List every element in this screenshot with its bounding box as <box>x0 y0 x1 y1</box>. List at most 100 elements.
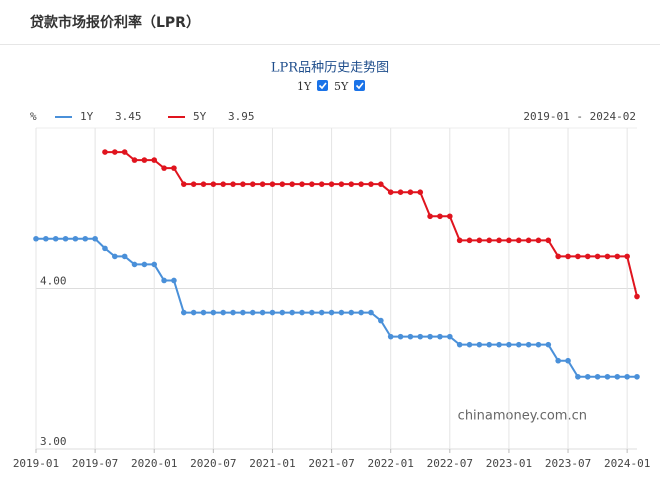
data-point <box>328 309 335 316</box>
data-point <box>584 253 591 260</box>
data-point <box>249 309 256 316</box>
data-point <box>33 235 39 242</box>
data-point <box>575 253 581 260</box>
data-point <box>466 341 473 348</box>
data-point <box>151 157 158 163</box>
data-point <box>72 235 79 242</box>
chart-title: LPR品种历史走势图 <box>271 60 389 76</box>
data-point <box>338 309 345 316</box>
data-point <box>190 181 197 187</box>
data-point <box>279 309 286 316</box>
data-point <box>180 181 187 187</box>
data-point <box>240 309 246 316</box>
data-point <box>289 181 295 187</box>
data-point <box>82 235 89 242</box>
data-point <box>358 309 364 316</box>
data-point <box>535 237 542 244</box>
data-point <box>368 309 374 316</box>
data-point <box>368 181 374 187</box>
watermark: chinamoney.com.cn <box>458 409 587 424</box>
data-point <box>131 157 138 163</box>
checkbox-label[interactable]: 1Y <box>297 80 312 93</box>
x-tick-label: 2024-01 <box>604 457 650 470</box>
data-point <box>427 333 433 340</box>
data-point <box>437 333 443 340</box>
legend-label: 1Y <box>80 110 94 123</box>
legend-value: 3.45 <box>115 110 142 123</box>
data-point <box>456 237 463 244</box>
checkbox-tick <box>355 82 364 90</box>
data-point <box>200 181 207 187</box>
data-point <box>447 213 453 220</box>
data-point <box>427 213 433 220</box>
x-tick-label: 2023-07 <box>545 457 591 470</box>
data-point <box>112 253 118 260</box>
data-point <box>545 341 552 348</box>
data-point <box>180 309 187 316</box>
x-tick-label: 2020-01 <box>131 457 177 470</box>
data-point <box>515 341 522 348</box>
data-point <box>121 149 128 155</box>
data-point <box>200 309 207 316</box>
data-point <box>535 341 542 348</box>
data-point <box>121 253 128 260</box>
data-point <box>289 309 295 316</box>
data-point <box>565 253 571 260</box>
data-point <box>456 341 463 348</box>
x-tick-label: 2021-01 <box>249 457 295 470</box>
checkbox[interactable] <box>354 80 365 91</box>
x-tick-label: 2022-07 <box>427 457 473 470</box>
data-point <box>161 277 167 284</box>
data-point <box>102 149 108 155</box>
data-point <box>604 253 611 260</box>
data-point <box>387 333 394 340</box>
data-point <box>269 181 276 187</box>
data-point <box>506 237 512 244</box>
data-point <box>62 235 69 242</box>
legend-value: 3.95 <box>228 110 255 123</box>
data-point <box>397 333 404 340</box>
y-unit: % <box>30 110 37 123</box>
data-point <box>634 373 640 380</box>
data-point <box>220 181 226 187</box>
data-point <box>230 181 236 187</box>
data-point <box>486 341 493 348</box>
data-point <box>476 341 483 348</box>
data-point <box>624 373 630 380</box>
data-point <box>496 237 502 244</box>
data-point <box>299 181 305 187</box>
data-point <box>594 253 601 260</box>
x-tick-label: 2020-07 <box>190 457 236 470</box>
data-point <box>220 309 226 316</box>
data-point <box>476 237 483 244</box>
separator <box>0 44 660 45</box>
data-point <box>141 261 148 268</box>
data-point <box>190 309 197 316</box>
series-line <box>104 151 638 297</box>
checkbox-tick <box>318 82 327 90</box>
data-point <box>230 309 236 316</box>
checkbox[interactable] <box>317 80 328 91</box>
data-point <box>634 293 640 300</box>
data-point <box>52 235 59 242</box>
data-point <box>378 317 384 324</box>
x-tick-label: 2023-01 <box>486 457 532 470</box>
data-point <box>584 373 591 380</box>
data-point <box>614 373 621 380</box>
checkbox-label[interactable]: 5Y <box>334 80 349 93</box>
data-point <box>102 245 108 252</box>
data-point <box>614 253 621 260</box>
data-point <box>525 237 532 244</box>
data-point <box>565 357 571 364</box>
data-point <box>437 213 443 220</box>
data-point <box>407 189 414 195</box>
data-point <box>210 181 217 187</box>
data-point <box>348 181 355 187</box>
data-point <box>318 309 325 316</box>
x-tick-label: 2021-07 <box>308 457 354 470</box>
data-point <box>171 277 177 284</box>
data-point <box>328 181 335 187</box>
data-point <box>151 261 158 268</box>
